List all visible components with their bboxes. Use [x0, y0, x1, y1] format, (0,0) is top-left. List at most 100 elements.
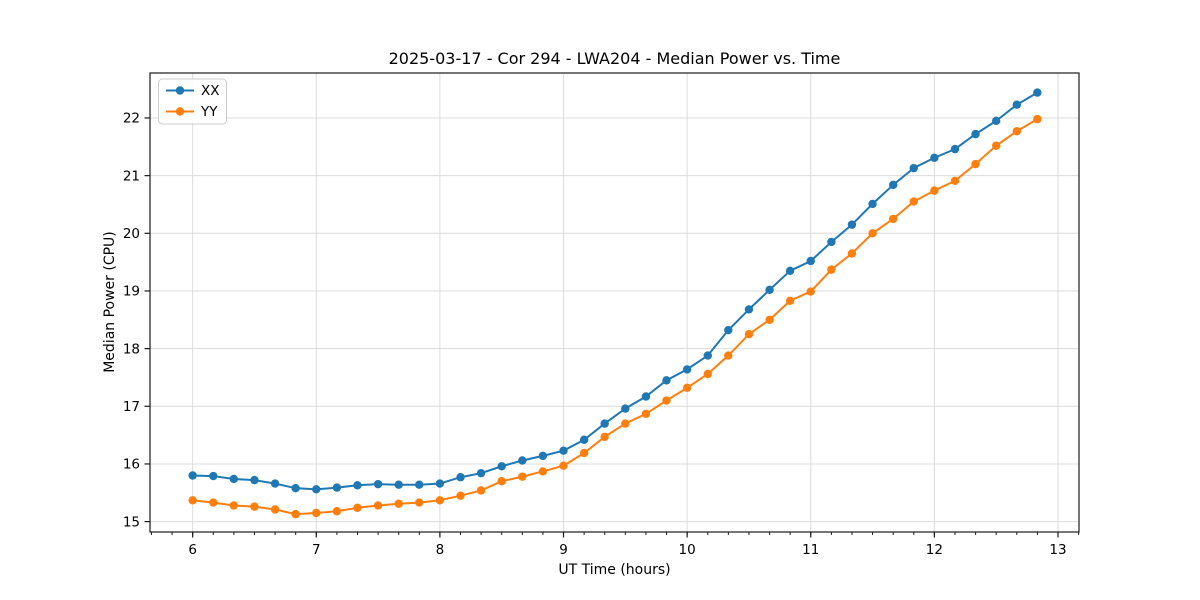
legend-item-XX: XX: [166, 83, 220, 99]
series-XX-marker: [353, 481, 362, 490]
series-XX-marker: [188, 471, 197, 480]
plot-area: [150, 73, 1079, 532]
series-XX-marker: [662, 376, 671, 385]
series-XX-marker: [332, 483, 342, 492]
series-YY-marker: [765, 315, 774, 324]
series-XX-marker: [476, 468, 486, 478]
series-XX-marker: [435, 479, 445, 488]
series-XX-marker: [909, 163, 918, 173]
series-YY-marker: [621, 419, 630, 428]
series-XX-marker: [209, 471, 218, 481]
series-XX-marker: [312, 485, 321, 494]
series-XX-marker: [930, 153, 939, 162]
x-tick-label: 10: [679, 542, 696, 558]
x-tick-label: 7: [312, 542, 321, 558]
series-XX-marker: [682, 365, 692, 374]
series-YY-marker: [270, 505, 280, 514]
series-YY-marker: [600, 432, 609, 442]
series-XX-marker: [518, 456, 527, 465]
series-YY: [188, 114, 1042, 519]
y-tick-label: 22: [123, 111, 140, 127]
series-YY-marker: [1033, 114, 1042, 124]
y-tick-label: 18: [123, 341, 140, 357]
series-YY-marker: [250, 502, 259, 511]
series-YY-marker: [868, 229, 877, 238]
x-axis-ticks: 6 7 8 9 10 11 12 13: [150, 532, 1080, 558]
series-YY-marker: [518, 472, 527, 481]
series-YY-marker: [229, 501, 239, 510]
series-XX-marker: [744, 305, 754, 314]
series-YY-marker: [291, 509, 300, 519]
series-YY-marker: [909, 197, 918, 206]
series-XX-marker: [291, 483, 300, 493]
legend-item-YY: YY: [166, 104, 218, 120]
y-tick-label: 15: [123, 514, 140, 530]
series-XX-marker: [889, 180, 898, 190]
x-axis-label: UT Time (hours): [558, 562, 671, 578]
series-YY-marker: [497, 477, 506, 486]
y-tick-label: 20: [123, 226, 140, 242]
series-YY-marker: [724, 351, 733, 360]
series-XX-marker: [991, 116, 1001, 126]
series-YY-marker: [641, 409, 651, 418]
series-YY-marker: [373, 501, 383, 510]
series-XX-marker: [868, 199, 877, 209]
series-XX-marker: [1033, 88, 1042, 97]
y-tick-label: 19: [123, 284, 140, 300]
series-YY-marker: [971, 159, 980, 169]
series-XX-marker: [806, 256, 815, 266]
series-XX-marker: [538, 451, 548, 461]
series-YY-marker: [889, 214, 898, 224]
series-XX-marker: [621, 404, 630, 413]
grid-lines: [150, 73, 1079, 532]
series-YY-marker: [950, 176, 960, 186]
series-YY-marker: [312, 508, 321, 518]
y-tick-label: 16: [123, 457, 140, 473]
series-YY-marker: [744, 330, 754, 339]
series-XX-marker: [497, 462, 506, 471]
series-XX-marker: [827, 237, 836, 247]
series-YY-marker: [332, 507, 342, 516]
x-tick-label: 9: [559, 542, 568, 558]
series-XX-marker: [456, 473, 465, 482]
x-tick-label: 6: [188, 542, 197, 558]
series-YY-marker: [538, 467, 548, 476]
series-XX-marker: [703, 351, 712, 360]
series-YY-marker: [847, 249, 857, 258]
series-XX-marker: [394, 480, 403, 489]
x-tick-label: 8: [436, 542, 445, 558]
series-YY-marker: [662, 396, 671, 405]
series-XX-marker: [765, 285, 774, 295]
series-YY-marker: [930, 186, 939, 195]
series-YY-marker: [1012, 127, 1022, 136]
series-YY-marker: [682, 383, 692, 393]
series-XX-marker: [250, 475, 259, 485]
series-XX-marker: [579, 435, 589, 444]
series-XX-marker: [559, 446, 568, 455]
series-YY-marker: [209, 498, 218, 507]
axes-spines: [149, 72, 1080, 533]
series-XX-marker: [785, 266, 795, 275]
series-YY-marker: [435, 496, 445, 505]
legend-label-YY: YY: [200, 104, 218, 120]
series-XX-marker: [950, 144, 960, 154]
series-XX-marker: [971, 129, 980, 139]
series-YY-marker: [991, 141, 1001, 150]
x-tick-label: 13: [1049, 542, 1066, 558]
series-XX-marker: [1012, 100, 1022, 109]
series-XX-marker: [600, 419, 609, 428]
series-XX-marker: [229, 474, 239, 484]
series-XX-marker: [724, 325, 733, 335]
series-YY-marker: [579, 448, 589, 458]
y-axis-label-text: Median Power (CPU): [102, 231, 118, 373]
y-tick-label: 17: [123, 399, 140, 415]
series-XX-marker: [847, 220, 857, 229]
series-YY-marker: [415, 498, 424, 507]
series-YY-marker: [703, 369, 712, 379]
series-YY-marker: [394, 499, 403, 508]
series-YY-marker: [456, 491, 465, 500]
series-XX-marker: [415, 480, 424, 489]
legend-marker-XX: [175, 86, 185, 95]
